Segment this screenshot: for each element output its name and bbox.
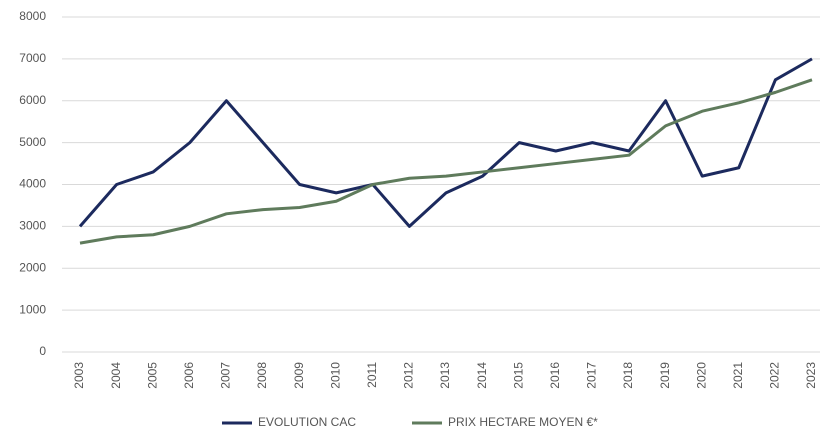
x-tick-label: 2011 [365,362,379,388]
series-line [79,78,813,245]
legend-label: PRIX HECTARE MOYEN €* [448,415,598,429]
y-tick-label: 1000 [19,302,46,316]
series-line [78,57,813,228]
x-tick-label: 2021 [731,362,745,389]
y-tick-label: 7000 [19,51,46,65]
legend-label: EVOLUTION CAC [258,415,356,429]
x-tick-label: 2013 [438,362,452,389]
y-tick-label: 4000 [19,177,46,191]
x-tick-label: 2015 [511,362,525,389]
y-tick-label: 3000 [19,219,46,233]
x-tick-label: 2022 [768,362,782,389]
x-tick-label: 2018 [621,362,635,389]
x-tick-label: 2010 [328,362,342,389]
x-tick-label: 2020 [694,362,708,389]
x-tick-label: 2004 [109,362,123,389]
y-tick-label: 2000 [19,260,46,274]
x-tick-label: 2016 [548,362,562,389]
x-tick-label: 2019 [658,362,672,389]
x-tick-label: 2003 [72,362,86,389]
x-tick-label: 2014 [475,362,489,389]
x-tick-label: 2017 [585,362,599,389]
x-tick-label: 2007 [219,362,233,389]
y-tick-label: 0 [39,344,46,358]
y-tick-label: 8000 [19,9,46,23]
x-tick-label: 2006 [182,362,196,389]
x-tick-label: 2023 [804,362,818,389]
x-tick-label: 2009 [292,362,306,389]
y-tick-label: 5000 [19,135,46,149]
x-tick-label: 2012 [402,362,416,389]
y-tick-label: 6000 [19,93,46,107]
x-tick-label: 2008 [255,362,269,389]
x-tick-label: 2005 [145,362,159,389]
